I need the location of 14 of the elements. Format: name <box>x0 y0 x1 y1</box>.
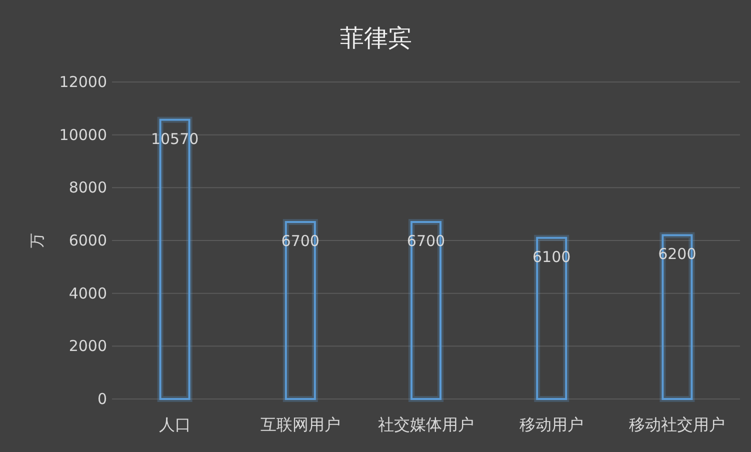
y-tick-label: 6000 <box>68 232 107 250</box>
x-tick-label: 人口 <box>158 415 191 434</box>
x-tick-label: 互联网用户 <box>260 415 340 434</box>
x-tick-label: 社交媒体用户 <box>378 415 474 434</box>
x-tick-label: 移动用户 <box>520 415 584 434</box>
x-tick-label: 移动社交用户 <box>629 415 726 434</box>
y-tick-label: 2000 <box>68 337 107 356</box>
y-tick-label: 8000 <box>68 178 107 197</box>
y-tick-label: 0 <box>97 390 107 408</box>
y-axis-title: 万 <box>28 233 46 248</box>
y-tick-label: 12000 <box>59 73 107 91</box>
y-tick-label: 10000 <box>59 126 107 144</box>
y-tick-label: 4000 <box>68 284 107 302</box>
chart-title: 菲律宾 <box>340 24 412 52</box>
